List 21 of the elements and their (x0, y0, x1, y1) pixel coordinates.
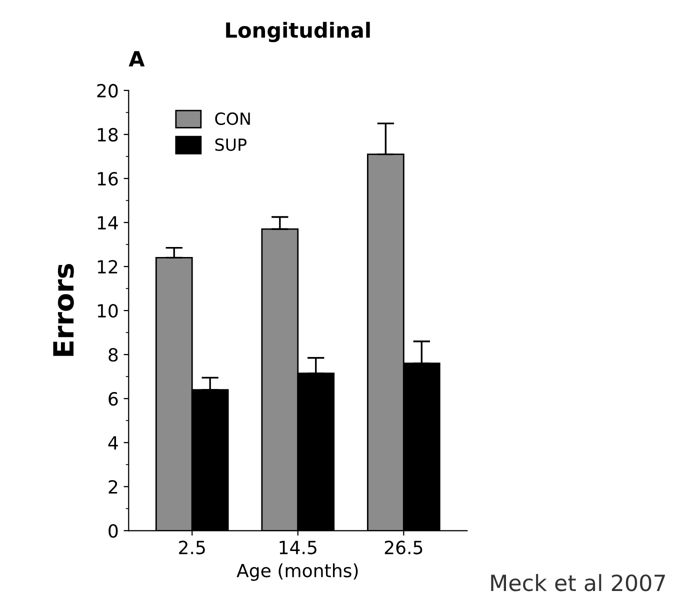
y-tick-label: 18 (98, 128, 118, 142)
y-tick-label: 4 (108, 436, 118, 450)
y-axis-title: Errors (53, 264, 74, 356)
y-tick-label: 2 (108, 480, 118, 494)
y-tick-label: 8 (108, 348, 118, 362)
y-tick-label: 16 (98, 172, 118, 186)
text: A (128, 51, 145, 66)
chart-title: Longitudinal (226, 22, 370, 42)
y-tick-label: 10 (98, 304, 118, 318)
y-tick-label: 20 (97, 84, 118, 98)
x-axis-title: Age (months) (236, 563, 358, 581)
y-tick-label: 6 (108, 392, 118, 406)
x-tick-label: 26.5 (384, 540, 422, 554)
x-tick-label: 2.5 (179, 540, 205, 554)
y-tick-label: 0 (108, 524, 118, 538)
legend-label: SUP (215, 138, 247, 151)
y-tick-label: 14 (98, 216, 118, 230)
y-tick-label: 12 (98, 260, 118, 274)
x-tick-label: 14.5 (280, 540, 316, 554)
text: Meck et al 2007 (491, 574, 665, 592)
legend-label: CON (215, 112, 250, 126)
